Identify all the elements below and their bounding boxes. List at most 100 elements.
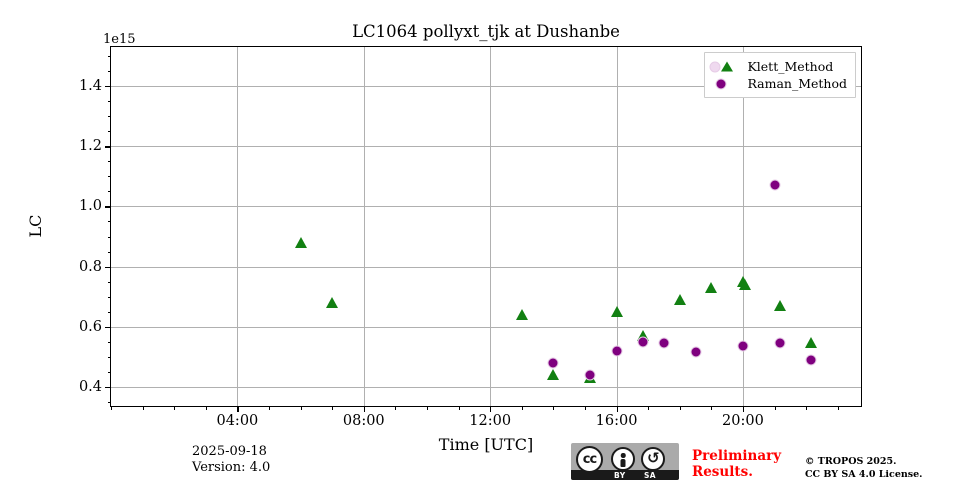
x-axis-minor-tick [584, 406, 586, 410]
y-axis-label: LC [26, 214, 45, 238]
y-axis-minor-tick [107, 251, 111, 253]
copyright-line-2: CC BY SA 4.0 License. [805, 468, 923, 480]
cc-sharealike-icon: ↻ [641, 447, 665, 471]
version-text: Version: 4.0 [192, 460, 271, 476]
y-axis-tick [105, 146, 111, 148]
y-axis-tick [105, 206, 111, 208]
cc-by-person-icon [611, 447, 635, 471]
data-point-raman [774, 337, 786, 349]
data-point-klett [547, 368, 560, 380]
data-point-klett [515, 308, 528, 320]
x-axis-minor-tick [268, 406, 270, 410]
y-axis-minor-tick [107, 236, 111, 238]
y-axis-minor-tick [107, 116, 111, 118]
person-head-shape [620, 453, 626, 458]
x-axis-minor-tick [711, 406, 713, 410]
data-point-klett [326, 296, 339, 308]
circular-arrow-glyph: ↻ [646, 449, 660, 467]
legend-label-raman: Raman_Method [747, 76, 847, 91]
data-point-klett [294, 236, 307, 248]
x-axis-minor-tick [111, 406, 112, 410]
preliminary-line-2: Results. [692, 463, 753, 480]
preliminary-results-notice: Preliminary Results. [692, 448, 782, 481]
green-triangle-icon [721, 61, 734, 71]
y-axis-exponent-label: 1e15 [103, 32, 136, 47]
x-axis-tick-label: 04:00 [216, 413, 259, 429]
gridline-horizontal [111, 86, 861, 88]
x-axis-tick-label: 16:00 [595, 413, 638, 429]
legend-item-raman[interactable]: Raman_Method [711, 75, 847, 92]
purple-circle-icon [715, 78, 727, 89]
data-point-raman [805, 354, 817, 366]
x-axis-tick [490, 406, 492, 412]
y-axis-tick [105, 266, 111, 268]
cc-badge-bottom-bar [571, 470, 679, 480]
y-axis-minor-tick [107, 56, 111, 58]
y-axis-tick-label: 0.4 [78, 378, 102, 395]
y-axis-minor-tick [107, 281, 111, 283]
gridline-horizontal [111, 326, 861, 328]
x-axis-tick [363, 406, 366, 412]
preliminary-line-1: Preliminary [692, 448, 782, 464]
x-axis-minor-tick [300, 406, 302, 410]
gridline-vertical [490, 47, 492, 406]
y-axis-tick [105, 326, 111, 329]
y-axis-tick [105, 86, 111, 88]
data-point-klett [610, 305, 623, 317]
x-axis-minor-tick [426, 406, 428, 410]
creative-commons-badge: cc ↻ BY SA [571, 443, 679, 480]
person-body-shape [620, 459, 626, 467]
gridline-horizontal [111, 146, 861, 148]
x-axis-minor-tick [205, 406, 207, 410]
x-axis-tick-label: 08:00 [342, 413, 385, 429]
measurement-date: 2025-09-18 [192, 444, 267, 459]
gridline-horizontal [111, 206, 861, 208]
y-axis-minor-tick [107, 311, 111, 313]
date-version-annotation: 2025-09-18 Version: 4.0 [192, 444, 270, 477]
legend-marker-klett [709, 60, 741, 74]
cc-logo-icon: cc [576, 446, 603, 473]
data-point-klett [636, 329, 649, 341]
data-point-raman [737, 340, 749, 352]
y-axis-minor-tick [107, 131, 111, 133]
x-axis-minor-tick [332, 406, 334, 410]
x-axis-tick-label: 12:00 [469, 413, 512, 429]
data-point-raman [658, 337, 670, 349]
data-point-klett [805, 337, 818, 349]
y-axis-minor-tick [107, 176, 111, 178]
data-point-klett [738, 278, 751, 290]
data-point-raman [547, 357, 559, 369]
y-axis-minor-tick [107, 71, 111, 73]
y-axis-tick [105, 386, 111, 389]
gridline-horizontal [111, 386, 861, 388]
faint-circle-icon [709, 61, 721, 72]
x-axis-minor-tick [142, 406, 144, 410]
x-axis-minor-tick [521, 406, 523, 410]
x-axis-tick [742, 406, 745, 412]
x-axis-tick [616, 406, 618, 412]
y-axis-minor-tick [107, 221, 111, 223]
x-axis-minor-tick [458, 406, 460, 410]
x-axis-minor-tick [837, 406, 839, 410]
y-axis-tick-label: 0.8 [78, 258, 102, 275]
y-axis-tick-label: 1.0 [78, 198, 102, 215]
plot-area [111, 47, 861, 406]
data-point-raman [611, 345, 623, 357]
x-axis-label: Time [UTC] [438, 435, 534, 454]
copyright-notice: © TROPOS 2025. CC BY SA 4.0 License. [805, 456, 922, 482]
y-axis-minor-tick [107, 161, 111, 163]
y-axis-minor-tick [107, 191, 111, 193]
chart-legend[interactable]: Klett_Method Raman_Method [704, 52, 856, 98]
gridline-horizontal [111, 266, 861, 268]
y-axis-minor-tick [107, 341, 111, 343]
page-title: LC1064 pollyxt_tjk at Dushanbe [352, 22, 620, 41]
y-axis-minor-tick [107, 296, 111, 298]
x-axis-minor-tick [806, 406, 808, 410]
data-point-raman [690, 346, 702, 358]
y-axis-tick-label: 1.2 [78, 138, 102, 155]
cc-sa-label: SA [644, 470, 657, 480]
x-axis-minor-tick [648, 406, 650, 410]
x-axis-minor-tick [774, 406, 776, 410]
legend-item-klett[interactable]: Klett_Method [709, 58, 847, 75]
x-axis-minor-tick [553, 406, 555, 410]
